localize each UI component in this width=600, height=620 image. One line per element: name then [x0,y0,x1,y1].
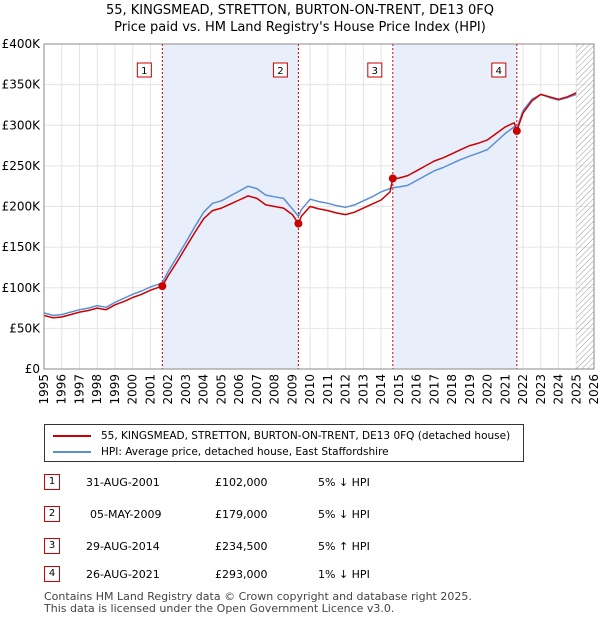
transaction-hpi-diff: 5% ↑ HPI [318,540,370,553]
transaction-label-box: 2 [272,62,288,78]
transaction-price: £102,000 [215,476,268,489]
x-tick-label: 2003 [179,374,193,405]
price-chart: 55, KINGSMEAD, STRETTON, BURTON-ON-TRENT… [2,3,600,405]
x-tick-label: 1999 [108,374,122,405]
legend: 55, KINGSMEAD, STRETTON, BURTON-ON-TRENT… [44,424,524,462]
x-tick-label: 2015 [392,374,406,405]
x-tick-label: 2013 [356,374,370,405]
y-tick-label: £400K [2,37,42,51]
y-tick-label: £0 [25,362,40,376]
table-row: 1 31-AUG-2001 £102,000 5% ↓ HPI [0,474,600,492]
y-tick-label: £300K [2,118,42,132]
x-tick-label: 2014 [374,374,388,405]
y-tick-label: £100K [2,281,42,295]
chart-subtitle: Price paid vs. HM Land Registry's House … [114,20,486,35]
x-tick-label: 2001 [143,374,157,405]
y-tick-label: £200K [2,200,42,214]
forecast-hatch [576,44,594,369]
x-tick-label: 2019 [463,374,477,405]
transaction-label-box: 4 [491,62,507,78]
table-row: 4 26-AUG-2021 £293,000 1% ↓ HPI [0,566,600,584]
x-tick-label: 2018 [445,374,459,405]
transaction-date: 29-AUG-2014 [86,540,160,553]
transaction-number-badge: 2 [44,506,60,522]
y-tick-label: £50K [9,321,41,335]
transaction-number-badge: 4 [44,566,60,582]
x-tick-label: 2024 [552,374,566,405]
transaction-label-box: 3 [367,62,383,78]
footer-copyright: Contains HM Land Registry data © Crown c… [44,590,472,603]
table-row: 3 29-AUG-2014 £234,500 5% ↑ HPI [0,538,600,556]
legend-item-property: 55, KINGSMEAD, STRETTON, BURTON-ON-TRENT… [53,429,510,443]
plot-frame [43,43,595,370]
legend-label-hpi: HPI: Average price, detached house, East… [101,446,389,458]
chart-title: 55, KINGSMEAD, STRETTON, BURTON-ON-TRENT… [106,3,494,18]
transaction-marker [158,282,167,291]
transaction-date: 26-AUG-2021 [86,568,160,581]
x-tick-label: 1996 [55,374,69,405]
x-tick-label: 1998 [90,374,104,405]
x-tick-label: 2012 [339,374,353,405]
footer-licence: This data is licensed under the Open Gov… [44,602,395,615]
transaction-marker [512,126,521,135]
y-tick-label: £150K [2,240,42,254]
x-tick-label: 2017 [427,374,441,405]
x-tick-label: 2021 [498,374,512,405]
x-tick-label: 2009 [285,374,299,405]
x-tick-label: 1995 [37,374,51,405]
table-row: 2 05-MAY-2009 £179,000 5% ↓ HPI [0,506,600,524]
legend-label-property: 55, KINGSMEAD, STRETTON, BURTON-ON-TRENT… [101,430,511,442]
x-tick-label: 2010 [303,374,317,405]
legend-item-hpi: HPI: Average price, detached house, East… [53,445,389,459]
transaction-marker [388,174,397,183]
transaction-number-badge: 3 [44,538,60,554]
x-tick-label: 2016 [410,374,424,405]
x-tick-label: 2002 [161,374,175,405]
transaction-price: £293,000 [215,568,268,581]
transaction-price: £179,000 [215,508,268,521]
transaction-date: 05-MAY-2009 [90,508,162,521]
series-line-hpi [43,93,577,317]
legend-swatch-property [53,435,91,437]
x-tick-label: 2006 [232,374,246,405]
x-tick-label: 2005 [214,374,228,405]
transaction-label-number: 2 [277,66,283,77]
y-tick-label: £250K [2,159,42,173]
transaction-number-badge: 1 [44,474,60,490]
transaction-date: 31-AUG-2001 [86,476,160,489]
transaction-hpi-diff: 5% ↓ HPI [318,508,370,521]
x-tick-label: 2007 [250,374,264,405]
x-tick-label: 2004 [197,374,211,405]
x-tick-label: 2022 [516,374,530,405]
transaction-label-number: 4 [496,66,502,77]
x-tick-label: 2023 [534,374,548,405]
transaction-label-number: 3 [372,66,378,77]
y-tick-label: £350K [2,78,42,92]
ownership-period-shade [392,44,517,369]
x-tick-label: 2026 [587,374,600,405]
transaction-hpi-diff: 5% ↓ HPI [318,476,370,489]
transaction-label-box: 1 [136,62,152,78]
x-tick-label: 1997 [72,374,86,405]
transaction-label-number: 1 [141,66,147,77]
transaction-price: £234,500 [215,540,268,553]
x-tick-label: 2025 [569,374,583,405]
x-tick-label: 2000 [126,374,140,405]
x-tick-label: 2008 [268,374,282,405]
legend-swatch-hpi [53,451,91,453]
series-line-property [43,92,577,319]
transaction-hpi-diff: 1% ↓ HPI [318,568,370,581]
x-tick-label: 2020 [481,374,495,405]
transaction-marker [294,219,303,228]
x-tick-label: 2011 [321,374,335,405]
